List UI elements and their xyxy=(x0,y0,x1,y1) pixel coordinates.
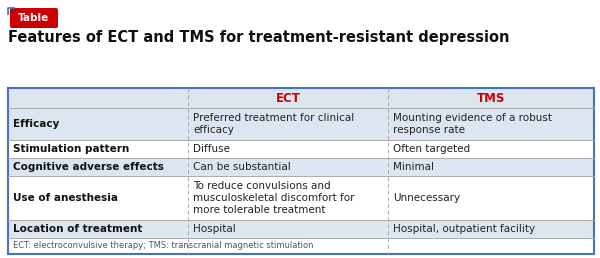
Text: Cognitive adverse effects: Cognitive adverse effects xyxy=(13,162,164,172)
Bar xyxy=(8,88,594,254)
Text: Hospital: Hospital xyxy=(193,224,236,234)
Text: Table: Table xyxy=(19,13,50,23)
FancyBboxPatch shape xyxy=(10,8,58,28)
Text: Unnecessary: Unnecessary xyxy=(393,193,460,203)
Bar xyxy=(8,220,594,238)
Bar xyxy=(8,88,594,108)
Text: Efficacy: Efficacy xyxy=(13,119,59,129)
Text: TMS: TMS xyxy=(477,92,505,104)
Bar xyxy=(8,176,594,220)
Text: Can be substantial: Can be substantial xyxy=(193,162,291,172)
Bar xyxy=(8,140,594,158)
Text: To reduce convulsions and
musculoskeletal discomfort for
more tolerable treatmen: To reduce convulsions and musculoskeleta… xyxy=(193,181,355,215)
Text: ECT: electroconvulsive therapy; TMS: transcranial magnetic stimulation: ECT: electroconvulsive therapy; TMS: tra… xyxy=(13,241,314,251)
Text: Hospital, outpatient facility: Hospital, outpatient facility xyxy=(393,224,535,234)
Text: Mounting evidence of a robust
response rate: Mounting evidence of a robust response r… xyxy=(393,113,552,135)
Text: Diffuse: Diffuse xyxy=(193,144,230,154)
Text: Stimulation pattern: Stimulation pattern xyxy=(13,144,129,154)
Text: Often targeted: Often targeted xyxy=(393,144,470,154)
Text: Features of ECT and TMS for treatment-resistant depression: Features of ECT and TMS for treatment-re… xyxy=(8,30,509,45)
Text: Preferred treatment for clinical
efficacy: Preferred treatment for clinical efficac… xyxy=(193,113,354,135)
Bar xyxy=(8,238,594,254)
Bar xyxy=(8,108,594,140)
Text: Minimal: Minimal xyxy=(393,162,434,172)
Bar xyxy=(8,158,594,176)
Text: Use of anesthesia: Use of anesthesia xyxy=(13,193,118,203)
Text: ECT: ECT xyxy=(275,92,301,104)
Text: Location of treatment: Location of treatment xyxy=(13,224,142,234)
